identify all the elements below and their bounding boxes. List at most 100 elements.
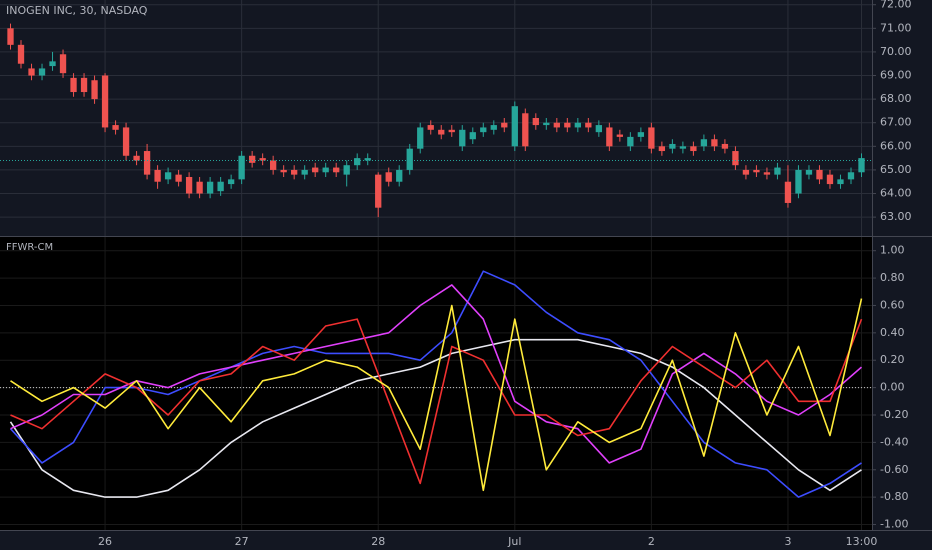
indicator-title: FFWR-CM <box>6 242 53 253</box>
candle-body <box>784 181 792 203</box>
x-tick-label: Jul <box>507 535 521 548</box>
candle-body <box>154 169 161 182</box>
candle-body <box>217 181 224 192</box>
indicator-line <box>9 338 862 498</box>
candle-body <box>469 132 476 140</box>
candle-body <box>38 68 46 76</box>
y-tick-label: 69.00 <box>880 69 912 82</box>
indicator-line <box>10 298 863 492</box>
candle-body <box>595 125 602 133</box>
price-pane <box>0 0 872 236</box>
candle-body <box>627 136 634 147</box>
candle-body <box>553 122 560 128</box>
candle-body <box>679 146 687 149</box>
y-tick-label: 66.00 <box>880 139 912 152</box>
candle-body <box>301 169 308 175</box>
candle-body <box>280 169 287 173</box>
candle-body <box>91 80 98 100</box>
candle-body <box>711 139 718 147</box>
candle-body <box>375 174 382 208</box>
candle-body <box>143 151 151 175</box>
x-tick-label: 2 <box>648 535 655 548</box>
y-tick-label: -0.20 <box>880 408 908 421</box>
y-tick-label: 70.00 <box>880 45 912 58</box>
candle-body <box>322 167 329 173</box>
y-tick-label: 63.00 <box>880 210 912 223</box>
y-tick-label: 64.00 <box>880 187 912 200</box>
candle-body <box>28 68 35 76</box>
candle-body <box>574 122 581 128</box>
time-scale <box>0 530 872 550</box>
candle-body <box>700 139 708 147</box>
indicator-line <box>10 318 863 485</box>
candle-body <box>259 158 266 161</box>
candle-body <box>480 127 487 133</box>
candle-body <box>80 77 88 93</box>
candle-body <box>658 146 666 152</box>
y-tick-label: 0.00 <box>880 381 905 394</box>
candle-body <box>59 54 67 74</box>
candle-body <box>742 169 750 175</box>
candle-body <box>774 167 781 175</box>
candle-body <box>101 75 109 128</box>
candle-body <box>637 132 645 137</box>
candle-body <box>606 127 613 147</box>
candle-body <box>17 44 25 64</box>
candle-body <box>721 143 729 149</box>
candle-body <box>291 169 298 175</box>
x-tick-label: 27 <box>235 535 249 548</box>
candle-body <box>847 172 855 180</box>
candle-body <box>616 134 624 137</box>
candle-body <box>122 127 130 156</box>
candle-body <box>763 172 771 175</box>
candle-body <box>690 146 697 152</box>
indicator-line <box>9 270 862 498</box>
x-tick-label: 26 <box>98 535 112 548</box>
chart-title: INOGEN INC, 30, NASDAQ <box>6 4 148 17</box>
y-tick-label: -1.00 <box>880 518 908 531</box>
y-tick-label: -0.80 <box>880 490 908 503</box>
candle-body <box>333 167 340 173</box>
price-scale <box>872 0 932 550</box>
candle-body <box>396 169 403 182</box>
y-tick-label: -0.40 <box>880 435 908 448</box>
candle-body <box>511 106 518 147</box>
candle-body <box>564 122 571 128</box>
candle-body <box>522 113 529 147</box>
candle-body <box>753 169 760 173</box>
indicator-line <box>10 284 863 464</box>
candle-body <box>448 129 455 133</box>
y-tick-label: 0.20 <box>880 353 905 366</box>
candle-body <box>732 151 739 166</box>
candle-body <box>364 158 371 161</box>
candle-body <box>826 174 834 185</box>
y-tick-label: 65.00 <box>880 163 912 176</box>
candle-body <box>585 122 592 128</box>
candle-body <box>858 158 865 173</box>
y-tick-label: 71.00 <box>880 21 912 34</box>
candle-body <box>816 169 823 180</box>
candle-body <box>669 143 676 149</box>
candle-body <box>175 174 182 182</box>
candle-body <box>312 167 319 173</box>
candle-body <box>270 160 277 170</box>
candle-body <box>438 129 445 135</box>
candle-body <box>238 155 245 180</box>
x-tick-label: 28 <box>371 535 385 548</box>
y-tick-label: 1.00 <box>880 244 905 257</box>
candle-body <box>70 77 77 93</box>
candle-body <box>385 172 392 182</box>
candle-body <box>648 127 655 149</box>
candle-body <box>7 28 14 45</box>
y-tick-label: 67.00 <box>880 116 912 129</box>
candle-body <box>406 148 413 170</box>
y-tick-label: 72.00 <box>880 0 912 11</box>
candle-body <box>164 172 172 180</box>
candle-body <box>248 155 256 163</box>
candle-body <box>427 125 434 130</box>
candle-body <box>837 179 844 185</box>
candle-body <box>49 61 56 67</box>
x-tick-label: 13:00 <box>846 535 878 548</box>
